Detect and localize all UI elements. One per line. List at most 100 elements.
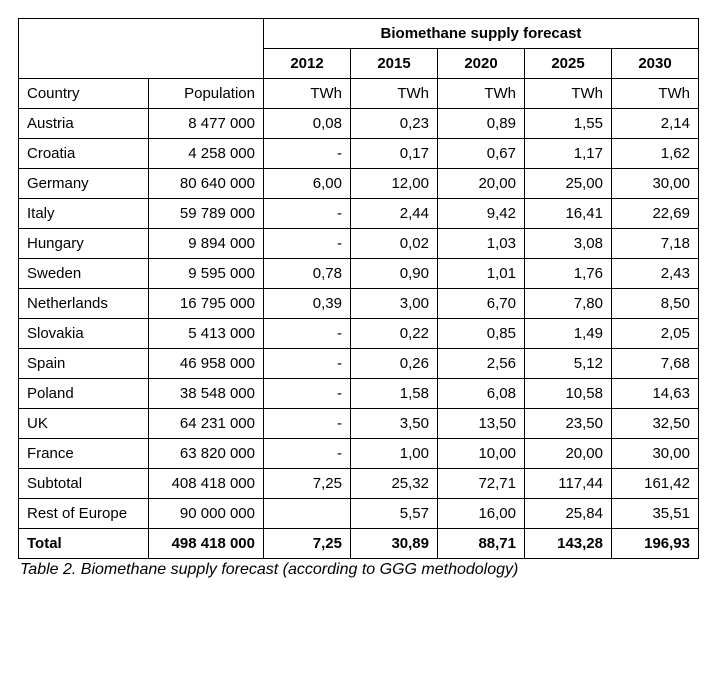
value-cell: 0,78 xyxy=(264,259,351,289)
table-header-row-3: Country Population TWh TWh TWh TWh TWh xyxy=(19,79,699,109)
value-cell: 1,55 xyxy=(525,109,612,139)
value-cell: 0,02 xyxy=(351,229,438,259)
value-cell: 0,67 xyxy=(438,139,525,169)
value-cell: 0,39 xyxy=(264,289,351,319)
country-cell: Slovakia xyxy=(19,319,149,349)
table-row: Slovakia5 413 000-0,220,851,492,05 xyxy=(19,319,699,349)
header-blank xyxy=(19,19,264,79)
value-cell: 32,50 xyxy=(612,409,699,439)
table-row: Netherlands16 795 0000,393,006,707,808,5… xyxy=(19,289,699,319)
value-cell: 1,62 xyxy=(612,139,699,169)
country-cell: Poland xyxy=(19,379,149,409)
value-cell: 1,49 xyxy=(525,319,612,349)
value-cell: 3,08 xyxy=(525,229,612,259)
value-cell: - xyxy=(264,229,351,259)
value-cell: 7,68 xyxy=(612,349,699,379)
value-cell: 6,08 xyxy=(438,379,525,409)
value-cell: 20,00 xyxy=(438,169,525,199)
value-cell: 25,00 xyxy=(525,169,612,199)
value-cell: - xyxy=(264,409,351,439)
value-cell: 9,42 xyxy=(438,199,525,229)
value-cell: 1,76 xyxy=(525,259,612,289)
table-row: Subtotal408 418 0007,2525,3272,71117,441… xyxy=(19,469,699,499)
unit-cell: TWh xyxy=(351,79,438,109)
population-cell: 80 640 000 xyxy=(149,169,264,199)
value-cell: 6,70 xyxy=(438,289,525,319)
value-cell: 5,12 xyxy=(525,349,612,379)
value-cell: 1,00 xyxy=(351,439,438,469)
value-cell: 0,26 xyxy=(351,349,438,379)
country-cell: UK xyxy=(19,409,149,439)
value-cell: 6,00 xyxy=(264,169,351,199)
value-cell: 2,44 xyxy=(351,199,438,229)
value-cell: 23,50 xyxy=(525,409,612,439)
value-cell: 7,25 xyxy=(264,469,351,499)
value-cell: 0,22 xyxy=(351,319,438,349)
year-header-2020: 2020 xyxy=(438,49,525,79)
value-cell: - xyxy=(264,379,351,409)
value-cell: 7,80 xyxy=(525,289,612,319)
table-row: Spain46 958 000-0,262,565,127,68 xyxy=(19,349,699,379)
value-cell: 2,56 xyxy=(438,349,525,379)
country-cell: Sweden xyxy=(19,259,149,289)
value-cell: 143,28 xyxy=(525,529,612,559)
table-header-row-1: Biomethane supply forecast xyxy=(19,19,699,49)
value-cell: 30,00 xyxy=(612,169,699,199)
value-cell: 16,41 xyxy=(525,199,612,229)
country-cell: Austria xyxy=(19,109,149,139)
super-header: Biomethane supply forecast xyxy=(264,19,699,49)
value-cell: - xyxy=(264,199,351,229)
value-cell: 1,03 xyxy=(438,229,525,259)
value-cell: 10,00 xyxy=(438,439,525,469)
value-cell: 16,00 xyxy=(438,499,525,529)
table-row: Hungary9 894 000-0,021,033,087,18 xyxy=(19,229,699,259)
value-cell: 161,42 xyxy=(612,469,699,499)
country-cell: Germany xyxy=(19,169,149,199)
value-cell: - xyxy=(264,319,351,349)
table-row: France63 820 000-1,0010,0020,0030,00 xyxy=(19,439,699,469)
value-cell: 3,50 xyxy=(351,409,438,439)
year-header-2025: 2025 xyxy=(525,49,612,79)
table-row: Poland38 548 000-1,586,0810,5814,63 xyxy=(19,379,699,409)
biomethane-forecast-table: Biomethane supply forecast 2012 2015 202… xyxy=(18,18,699,559)
value-cell: 10,58 xyxy=(525,379,612,409)
unit-cell: TWh xyxy=(525,79,612,109)
value-cell: 20,00 xyxy=(525,439,612,469)
value-cell: 35,51 xyxy=(612,499,699,529)
value-cell: 1,01 xyxy=(438,259,525,289)
population-cell: 9 595 000 xyxy=(149,259,264,289)
value-cell: 2,43 xyxy=(612,259,699,289)
table-row: Croatia4 258 000-0,170,671,171,62 xyxy=(19,139,699,169)
value-cell: 7,25 xyxy=(264,529,351,559)
value-cell xyxy=(264,499,351,529)
value-cell: 0,89 xyxy=(438,109,525,139)
table-body: Austria8 477 0000,080,230,891,552,14Croa… xyxy=(19,109,699,559)
value-cell: 0,17 xyxy=(351,139,438,169)
value-cell: 1,58 xyxy=(351,379,438,409)
table-row: UK64 231 000-3,5013,5023,5032,50 xyxy=(19,409,699,439)
country-cell: Hungary xyxy=(19,229,149,259)
value-cell: 88,71 xyxy=(438,529,525,559)
table-row: Austria8 477 0000,080,230,891,552,14 xyxy=(19,109,699,139)
population-cell: 5 413 000 xyxy=(149,319,264,349)
population-cell: 8 477 000 xyxy=(149,109,264,139)
population-cell: 46 958 000 xyxy=(149,349,264,379)
table-row: Rest of Europe90 000 0005,5716,0025,8435… xyxy=(19,499,699,529)
table-row: Total498 418 0007,2530,8988,71143,28196,… xyxy=(19,529,699,559)
value-cell: 13,50 xyxy=(438,409,525,439)
value-cell: 2,14 xyxy=(612,109,699,139)
country-cell: Italy xyxy=(19,199,149,229)
value-cell: 1,17 xyxy=(525,139,612,169)
value-cell: 0,08 xyxy=(264,109,351,139)
country-cell: Netherlands xyxy=(19,289,149,319)
population-cell: 4 258 000 xyxy=(149,139,264,169)
value-cell: 0,90 xyxy=(351,259,438,289)
value-cell: 72,71 xyxy=(438,469,525,499)
population-cell: 498 418 000 xyxy=(149,529,264,559)
population-cell: 9 894 000 xyxy=(149,229,264,259)
value-cell: 30,00 xyxy=(612,439,699,469)
country-cell: Spain xyxy=(19,349,149,379)
value-cell: 0,23 xyxy=(351,109,438,139)
unit-cell: TWh xyxy=(612,79,699,109)
year-header-2015: 2015 xyxy=(351,49,438,79)
